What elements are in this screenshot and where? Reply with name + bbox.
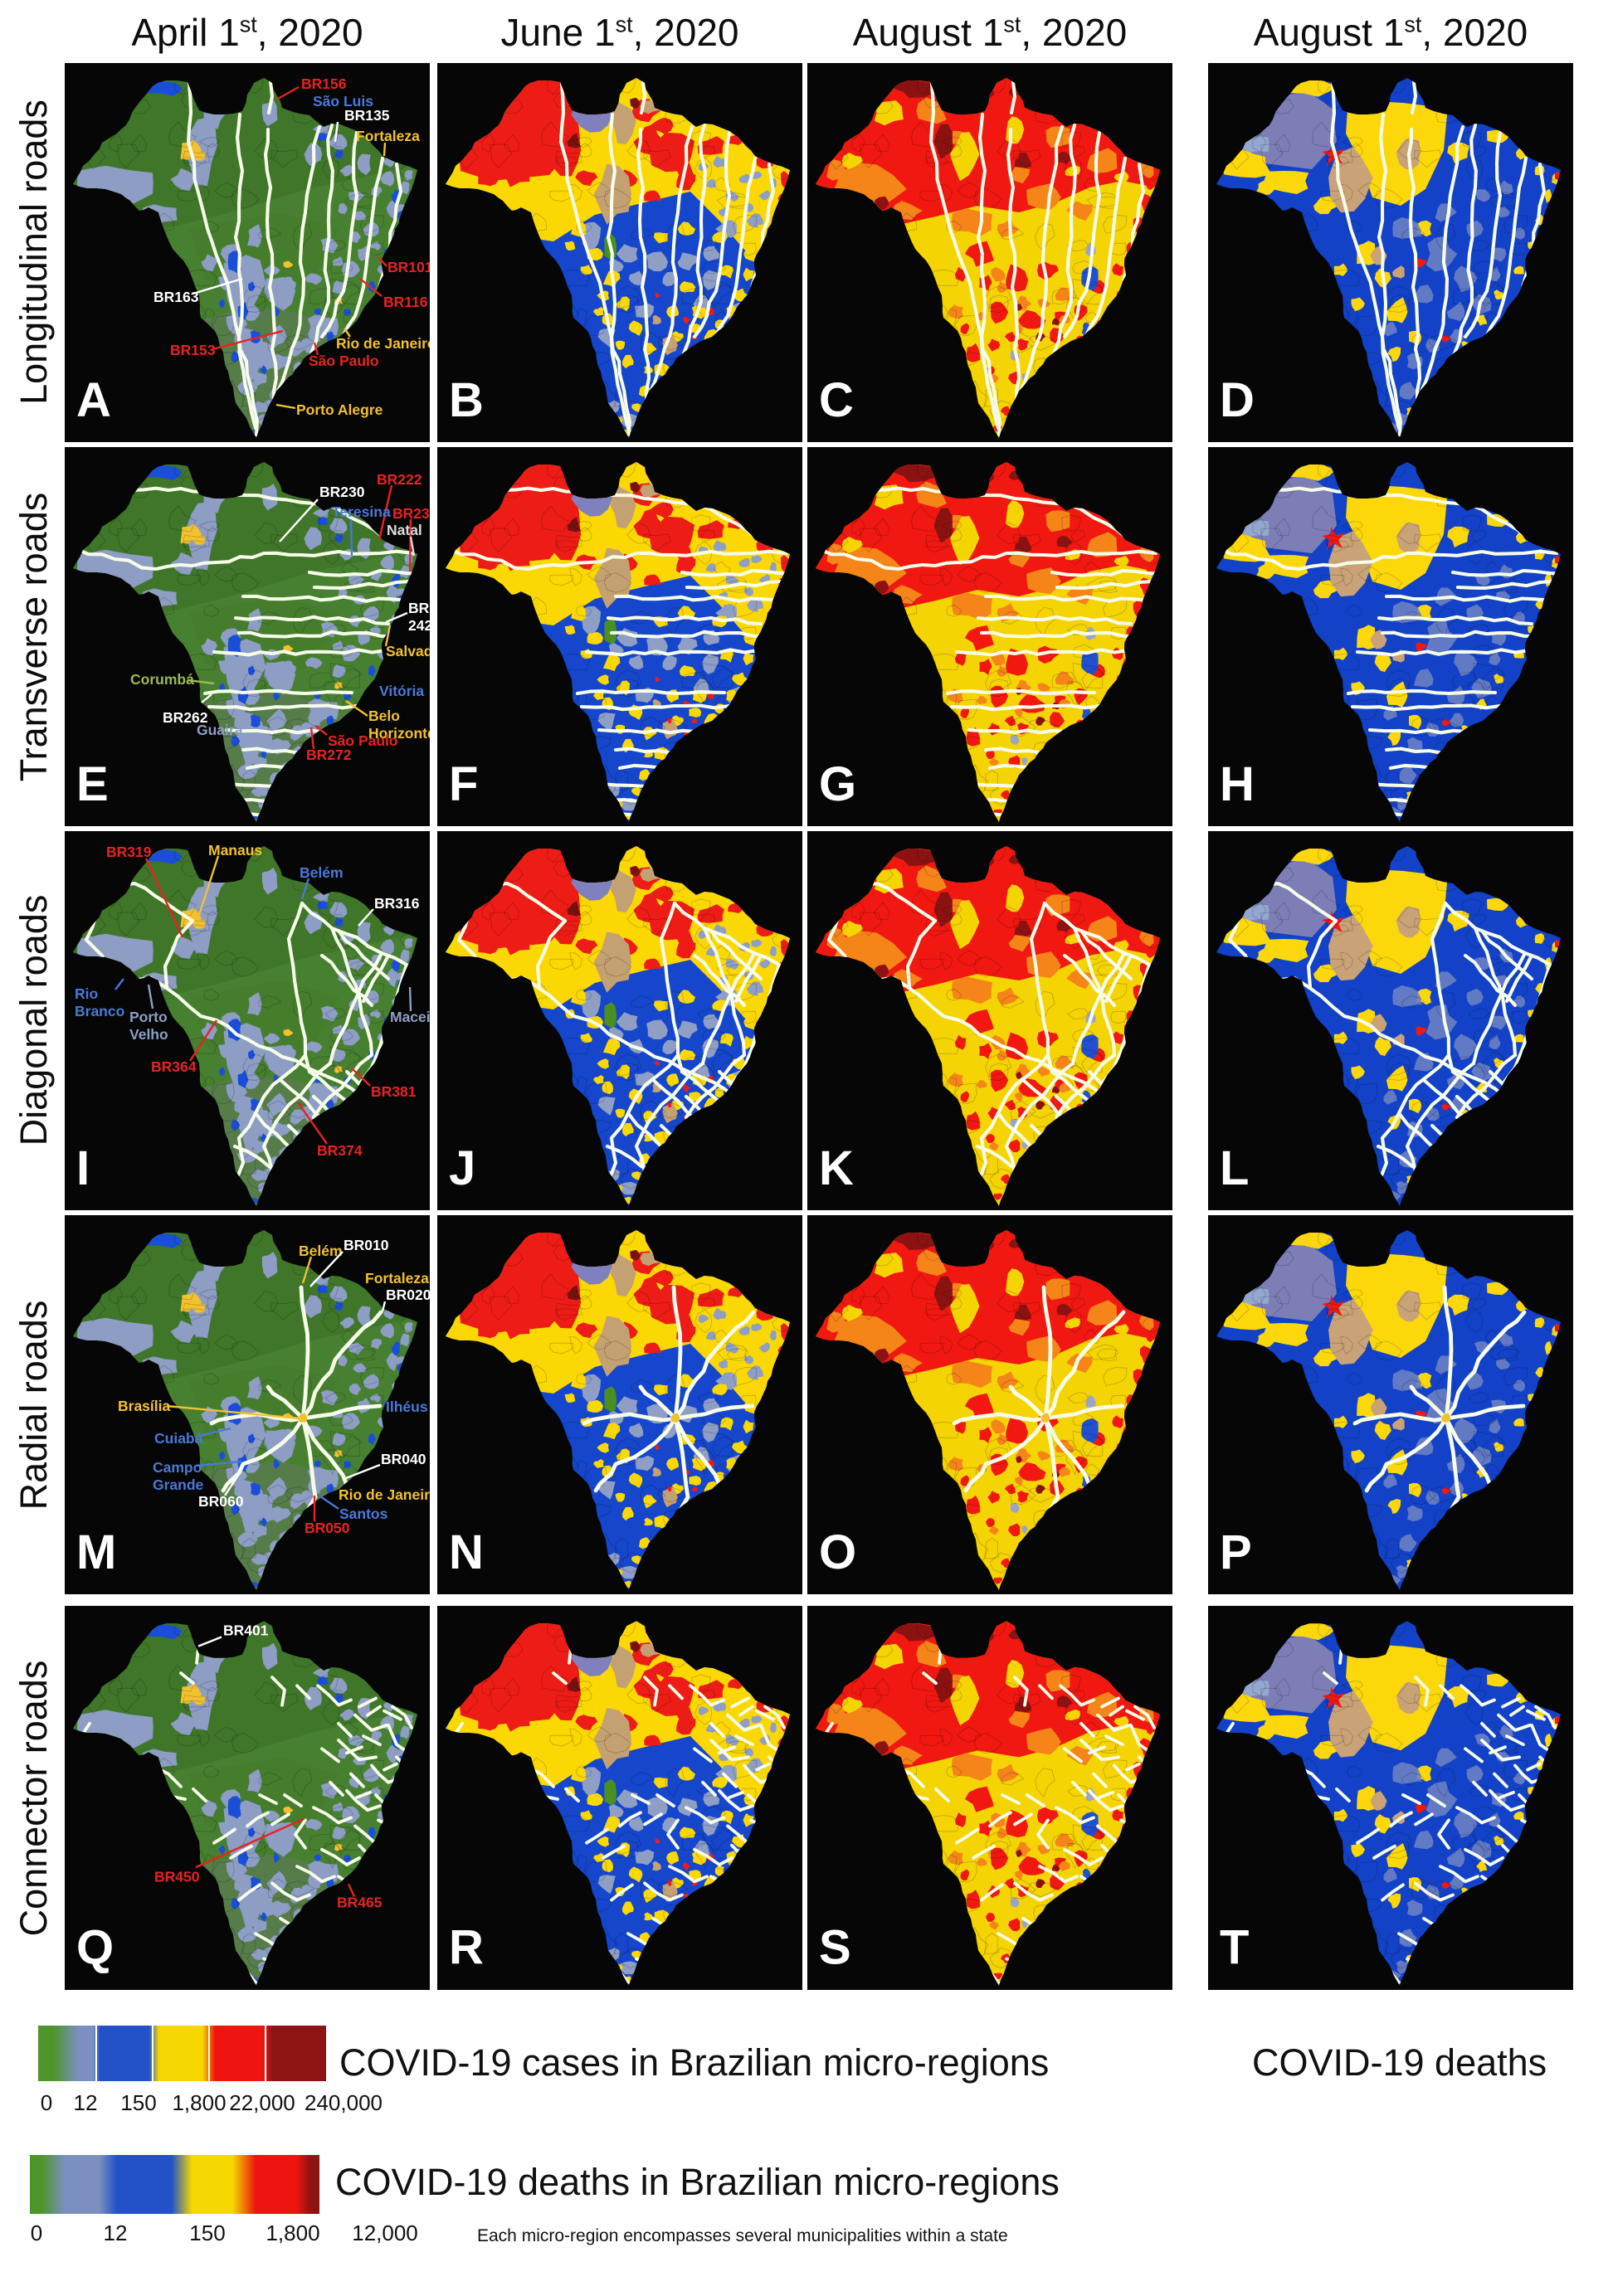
svg-text:Ilhéus: Ilhéus <box>386 1399 428 1415</box>
svg-text:T: T <box>1220 1920 1250 1974</box>
svg-text:J: J <box>449 1141 475 1195</box>
svg-text:C: C <box>819 373 854 427</box>
svg-text:São Paulo: São Paulo <box>328 732 398 749</box>
svg-text:242: 242 <box>408 617 430 634</box>
svg-text:BR222: BR222 <box>377 471 422 488</box>
svg-text:Guaira: Guaira <box>197 722 243 738</box>
svg-text:BR156: BR156 <box>301 75 347 92</box>
svg-text:M: M <box>76 1525 116 1579</box>
svg-text:R: R <box>449 1920 484 1974</box>
svg-text:BR319: BR319 <box>106 844 152 860</box>
svg-text:E: E <box>76 757 109 811</box>
svg-text:BR316: BR316 <box>374 895 420 912</box>
svg-text:Brasília: Brasília <box>118 1398 170 1414</box>
svg-text:BR116: BR116 <box>383 294 428 310</box>
svg-text:BR232: BR232 <box>392 505 430 522</box>
svg-text:S: S <box>819 1920 851 1974</box>
svg-text:BR272: BR272 <box>306 747 352 763</box>
svg-text:Belém: Belém <box>299 1243 343 1259</box>
svg-text:Maceió: Maceió <box>390 1009 430 1025</box>
svg-text:Belém: Belém <box>300 864 344 881</box>
svg-text:São Luis: São Luis <box>313 93 373 109</box>
svg-text:BR020: BR020 <box>386 1287 430 1303</box>
svg-text:Corumbá: Corumbá <box>130 671 194 688</box>
svg-text:São Paulo: São Paulo <box>309 353 379 369</box>
svg-text:BR040: BR040 <box>381 1451 426 1467</box>
svg-text:K: K <box>819 1141 854 1195</box>
svg-text:D: D <box>1220 373 1255 427</box>
svg-text:I: I <box>76 1141 90 1195</box>
svg-text:BR364: BR364 <box>151 1058 197 1075</box>
svg-text:O: O <box>819 1525 856 1579</box>
svg-text:A: A <box>76 373 111 427</box>
svg-text:BR450: BR450 <box>154 1868 200 1885</box>
svg-text:BR153: BR153 <box>170 342 216 358</box>
svg-text:BR060: BR060 <box>198 1493 244 1510</box>
svg-text:Teresina: Teresina <box>332 503 391 520</box>
svg-text:BR401: BR401 <box>223 1622 269 1638</box>
svg-text:Natal: Natal <box>387 522 422 538</box>
svg-text:Santos: Santos <box>339 1506 388 1522</box>
svg-text:F: F <box>449 757 478 811</box>
svg-text:Rio de Janeiro: Rio de Janeiro <box>336 335 430 352</box>
svg-text:Horizonte: Horizonte <box>368 725 430 742</box>
svg-text:N: N <box>449 1525 484 1579</box>
svg-text:G: G <box>819 757 856 811</box>
svg-text:BR381: BR381 <box>371 1083 417 1100</box>
svg-text:BR374: BR374 <box>317 1142 363 1159</box>
svg-text:Branco: Branco <box>75 1003 124 1019</box>
svg-text:BR465: BR465 <box>337 1895 383 1911</box>
svg-text:Vitória: Vitória <box>379 683 424 699</box>
svg-text:Fortaleza: Fortaleza <box>365 1270 429 1287</box>
svg-text:Belo: Belo <box>368 708 400 724</box>
svg-text:BR101: BR101 <box>387 259 430 275</box>
svg-text:Fortaleza: Fortaleza <box>356 128 420 144</box>
svg-text:Rio de Janeiro: Rio de Janeiro <box>339 1486 430 1503</box>
svg-text:Manaus: Manaus <box>208 842 262 859</box>
svg-text:B: B <box>449 373 484 427</box>
svg-text:Grande: Grande <box>153 1476 204 1493</box>
svg-text:BR230: BR230 <box>319 484 365 500</box>
svg-text:H: H <box>1220 757 1255 811</box>
svg-text:Q: Q <box>76 1920 114 1974</box>
svg-text:Rio: Rio <box>75 985 98 1002</box>
svg-text:Porto Alegre: Porto Alegre <box>296 401 383 418</box>
svg-text:Campo: Campo <box>153 1459 202 1476</box>
svg-text:BR010: BR010 <box>344 1237 389 1253</box>
svg-text:Velho: Velho <box>129 1026 168 1043</box>
svg-text:Porto: Porto <box>129 1009 168 1025</box>
svg-text:BR163: BR163 <box>154 289 199 305</box>
svg-text:P: P <box>1220 1525 1252 1579</box>
svg-text:BR050: BR050 <box>305 1520 350 1536</box>
svg-text:BR: BR <box>408 600 430 616</box>
svg-text:BR135: BR135 <box>344 107 390 124</box>
svg-text:Cuiabá: Cuiabá <box>154 1430 203 1447</box>
svg-text:BR262: BR262 <box>163 709 208 726</box>
svg-text:Salvador: Salvador <box>386 643 430 659</box>
svg-text:L: L <box>1220 1141 1249 1195</box>
